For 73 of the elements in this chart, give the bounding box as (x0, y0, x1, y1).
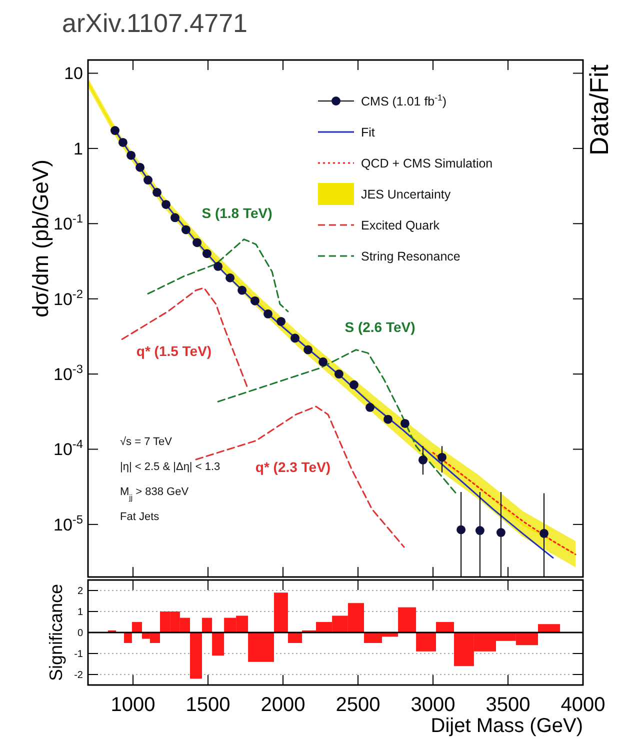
point (181, 225, 190, 234)
point (290, 334, 300, 343)
point (214, 262, 223, 271)
y-tick-label: 10$^{-2}$ (54, 286, 84, 309)
x-tick-label: 3000 (410, 694, 456, 716)
x-tick-label: 1000 (110, 694, 156, 716)
point (110, 126, 120, 136)
legend-label: JES Uncertainty (361, 188, 452, 202)
point (202, 249, 212, 258)
legend-label: Excited Quark (361, 218, 440, 232)
point (152, 188, 162, 197)
point (238, 286, 247, 295)
y-axis-title: dσ/dm (pb/GeV) (28, 160, 53, 318)
x-axis-title: Dijet Mass (GeV) (430, 715, 583, 737)
y-axis-title: Significance (46, 584, 66, 682)
annotation: q* (2.3 TeV) (255, 459, 331, 475)
x-tick-label: 2500 (336, 694, 380, 716)
legend-label: QCD + CMS Simulation (361, 156, 493, 170)
point (264, 309, 272, 318)
point (192, 238, 202, 248)
y-tick-label: 10$^{-4}$ (54, 437, 84, 460)
y-tick-label: 10$^{-3}$ (54, 362, 84, 384)
point (226, 273, 235, 282)
point (126, 150, 136, 160)
point (384, 414, 392, 424)
y-tick-label: 10 (64, 64, 83, 84)
legend-label: CMS (1.01 fb$^{-1}$) (361, 92, 447, 108)
x-tick-label: 3500 (486, 694, 530, 716)
y-tick-label: 2 (77, 586, 84, 597)
y-tick-label: 10$^{-1}$ (54, 212, 84, 234)
x-tick-label: 2000 (260, 694, 306, 716)
point (349, 380, 358, 390)
point (276, 316, 286, 326)
annotation: Fat Jets (120, 511, 160, 523)
annotation: M$_{jj}$ > 838 GeV (120, 486, 190, 502)
x-tick-label: 4000 (560, 694, 606, 716)
y-tick-label: -1 (74, 649, 84, 660)
legend-label: Fit (361, 126, 376, 140)
point (475, 526, 484, 536)
line-series (195, 406, 405, 548)
y-tick-label: 1 (74, 139, 83, 158)
point (418, 455, 428, 464)
chart-title: arXiv.1107.4771 (62, 8, 248, 38)
point (334, 370, 344, 379)
line-series (147, 238, 289, 312)
annotation: |η| < 2.5 & |Δη| < 1.3 (120, 461, 220, 473)
point (170, 213, 180, 222)
point (304, 345, 313, 354)
y-tick-label: 0 (77, 628, 84, 639)
y2-axis-title: Data/Fit (584, 64, 614, 156)
point (250, 296, 260, 306)
line-series (121, 287, 249, 390)
point (118, 138, 128, 147)
point (366, 402, 374, 412)
point (136, 162, 145, 172)
point (144, 176, 152, 185)
annotation: S (2.6 TeV) (344, 319, 416, 335)
point (162, 200, 170, 209)
point (456, 525, 466, 534)
point (540, 528, 548, 538)
y-tick-label: 1 (77, 607, 84, 618)
line-series (432, 452, 576, 556)
annotation: S (1.8 TeV) (202, 205, 272, 221)
annotation: q* (1.5 TeV) (136, 343, 212, 359)
point (496, 528, 506, 538)
y-tick-label: -2 (74, 670, 84, 681)
y-tick-label: 10$^{-5}$ (54, 512, 84, 534)
point (400, 418, 410, 428)
x-tick-label: 1500 (186, 694, 230, 716)
point (438, 452, 446, 462)
point (318, 357, 328, 366)
annotation: √s = 7 TeV (120, 436, 173, 448)
legend-label: String Resonance (361, 250, 460, 264)
